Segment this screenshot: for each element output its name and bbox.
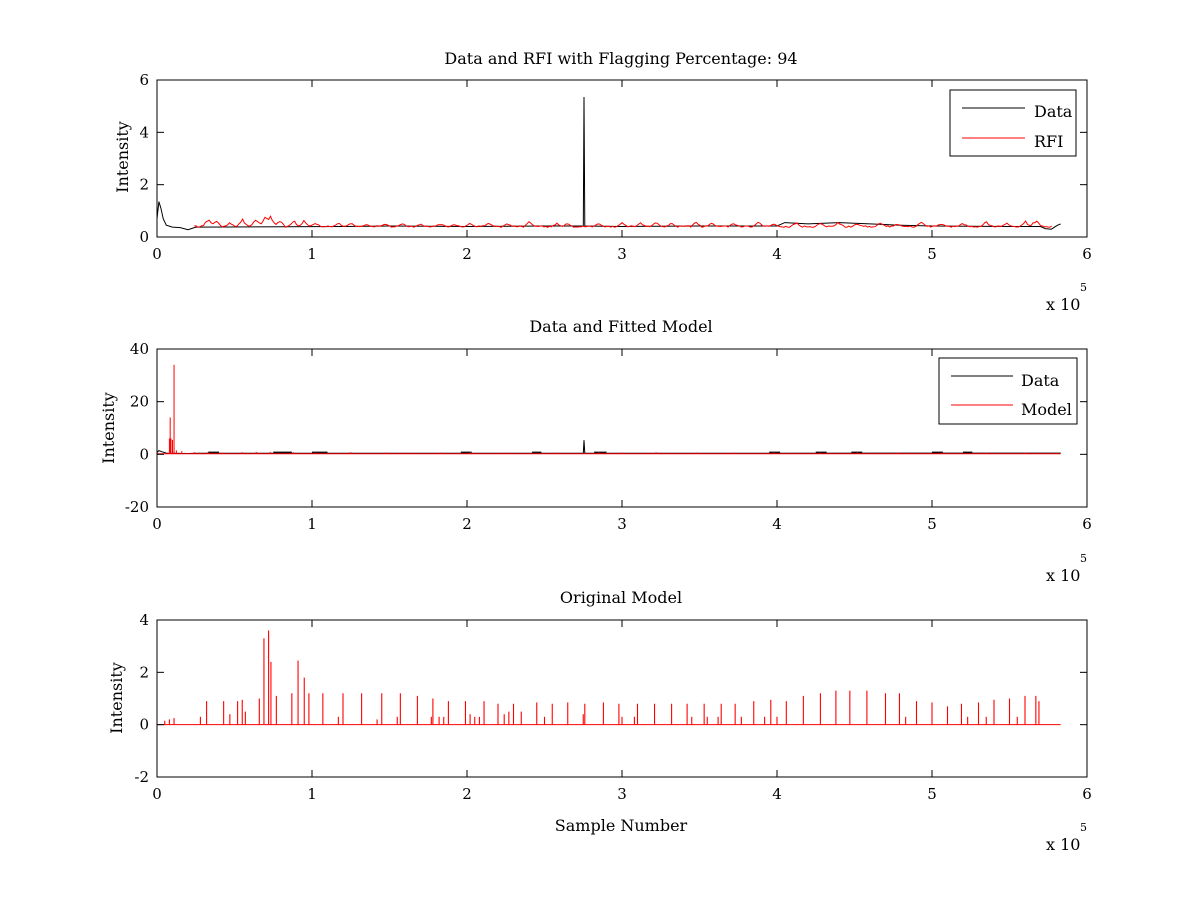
y-tick-label: 6 [139, 71, 149, 89]
x-tick-label: 0 [152, 515, 162, 533]
plot-area [157, 364, 1061, 455]
y-tick-label: 4 [139, 611, 149, 629]
y-tick-label: 2 [139, 663, 149, 681]
y-tick-label: 20 [130, 393, 149, 411]
y-tick-label: 40 [130, 340, 149, 358]
x-tick-label: 0 [152, 785, 162, 803]
y-tick-label: -20 [125, 498, 149, 516]
x-tick-label: 1 [307, 515, 317, 533]
x-tick-label: 2 [462, 785, 472, 803]
y-tick-label: 2 [139, 176, 149, 194]
x-tick-label: 1 [307, 245, 317, 263]
legend-label-data: Data [1021, 371, 1060, 390]
x-multiplier: x 10 5 [1046, 552, 1087, 585]
x-tick-label: 6 [1082, 515, 1092, 533]
x-tick-label: 2 [462, 245, 472, 263]
x-tick-label: 0 [152, 245, 162, 263]
panel-title: Data and RFI with Flagging Percentage: 9… [444, 49, 797, 68]
y-tick-label: 0 [139, 445, 149, 463]
panel-title: Original Model [560, 588, 682, 607]
legend-box [938, 357, 1078, 425]
x-multiplier-base: x 10 [1046, 835, 1080, 854]
legend: Data RFI [949, 89, 1077, 157]
x-tick-label: 5 [927, 245, 937, 263]
x-tick-label: 4 [772, 515, 782, 533]
x-tick-label: 3 [617, 245, 627, 263]
y-tick-label: 0 [139, 716, 149, 734]
x-multiplier-exponent: 5 [1080, 821, 1087, 834]
legend-label-rfi: RFI [1034, 132, 1063, 151]
legend: Data Model [938, 357, 1078, 425]
legend-label-data: Data [1034, 102, 1073, 121]
x-tick-label: 5 [927, 515, 937, 533]
x-multiplier-exponent: 5 [1080, 281, 1087, 294]
x-multiplier-base: x 10 [1046, 566, 1080, 585]
panel-rfi: Data and RFI with Flagging Percentage: 9… [113, 49, 1092, 314]
x-tick-label: 6 [1082, 785, 1092, 803]
x-tick-label: 5 [927, 785, 937, 803]
axes: 0 1 2 3 4 5 6 0 2 4 6 [139, 71, 1091, 263]
y-axis-label: Intensity [107, 662, 126, 734]
legend-label-model: Model [1021, 400, 1072, 419]
x-tick-label: 4 [772, 245, 782, 263]
x-tick-label: 4 [772, 785, 782, 803]
y-tick-label: 0 [139, 228, 149, 246]
x-tick-label: 1 [307, 785, 317, 803]
series-data [157, 96, 1061, 231]
x-tick-label: 3 [617, 515, 627, 533]
legend-box [949, 89, 1077, 157]
plot-area [157, 96, 1061, 231]
y-tick-label: -2 [134, 768, 149, 786]
series-rfi [194, 215, 1052, 228]
y-axis-label: Intensity [113, 121, 132, 193]
x-multiplier-base: x 10 [1046, 295, 1080, 314]
x-tick-label: 6 [1082, 245, 1092, 263]
x-multiplier: x 10 5 [1046, 281, 1087, 314]
x-axis-label: Sample Number [555, 816, 688, 835]
y-tick-label: 4 [139, 123, 149, 141]
y-axis-label: Intensity [99, 392, 118, 464]
panel-title: Data and Fitted Model [529, 317, 712, 336]
plot-area [157, 630, 1061, 726]
x-multiplier-exponent: 5 [1080, 552, 1087, 565]
x-tick-label: 3 [617, 785, 627, 803]
x-tick-label: 2 [462, 515, 472, 533]
x-multiplier: x 10 5 [1046, 821, 1087, 854]
